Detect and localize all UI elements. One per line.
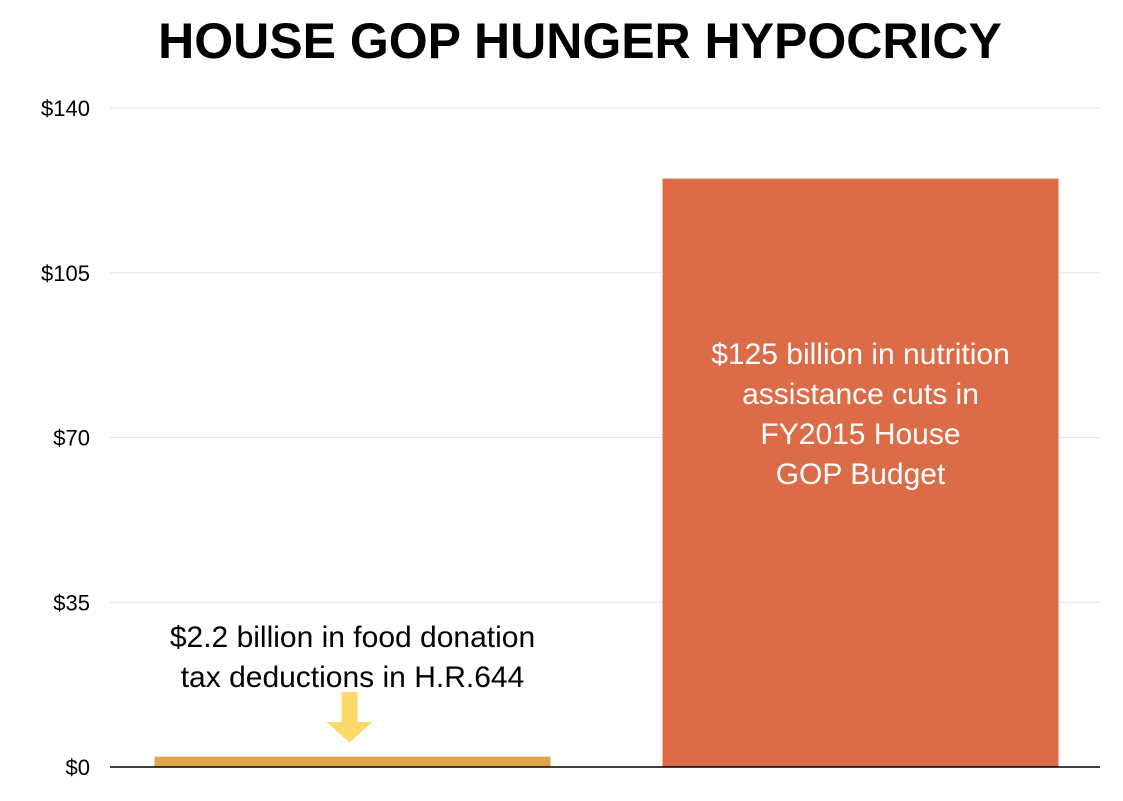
annotation-text: $2.2 billion in food donation tax deducti… [170, 621, 535, 694]
y-tick-label: $70 [53, 426, 90, 451]
annotations: $2.2 billion in food donation tax deducti… [170, 338, 1010, 694]
annotation-text: $125 billion in nutrition assistance cuts… [711, 338, 1010, 491]
annotation-line: assistance cuts in [742, 378, 979, 411]
y-tick-label: $140 [41, 96, 90, 121]
bar [662, 178, 1059, 767]
y-tick-label: $0 [66, 755, 90, 780]
down-arrow-icon [326, 692, 373, 743]
chart-title: HOUSE GOP HUNGER HYPOCRICY [158, 13, 1002, 69]
y-tick-label: $105 [41, 261, 90, 286]
bars [154, 178, 1059, 767]
annotation-line: tax deductions in H.R.644 [181, 661, 525, 694]
bar [154, 756, 551, 767]
arrow [326, 692, 373, 743]
annotation-line: $125 billion in nutrition [711, 338, 1010, 371]
annotation-line: $2.2 billion in food donation [170, 621, 535, 654]
y-axis-tick-labels: $0 $35 $70 $105 $140 [41, 96, 90, 780]
y-tick-label: $35 [53, 590, 90, 615]
annotation-line: GOP Budget [776, 458, 946, 491]
annotation-line: FY2015 House [760, 418, 960, 451]
